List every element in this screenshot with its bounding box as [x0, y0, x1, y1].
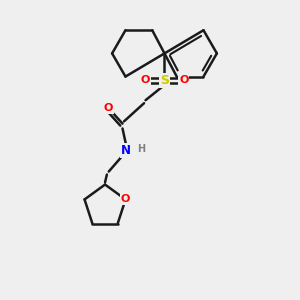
Text: O: O: [121, 194, 130, 204]
Text: O: O: [179, 75, 188, 85]
Text: N: N: [121, 144, 131, 157]
Text: O: O: [104, 103, 113, 113]
Text: S: S: [160, 74, 169, 87]
Text: O: O: [140, 75, 150, 85]
Text: H: H: [136, 144, 145, 154]
